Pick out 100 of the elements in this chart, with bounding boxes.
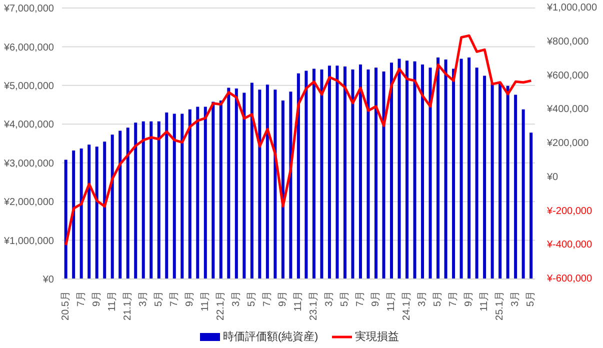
bar [234,88,238,279]
y-tick-label: ¥1,000,000 [2,236,54,247]
y2-tick-label: ¥-200,000 [546,206,592,217]
x-tick-label: 20.5月 [60,291,72,320]
x-tick-label: 24.1月 [402,291,413,320]
bar [157,121,160,279]
bar [498,83,502,279]
bar [406,60,409,279]
x-tick-label: 11月 [293,291,304,312]
bar [490,83,494,279]
bar [80,148,83,279]
y2-tick-label: ¥400,000 [546,104,590,116]
bar [343,66,346,279]
y2-tick-label: ¥0 [546,172,559,183]
bar [142,121,145,279]
bar [351,70,354,279]
x-tick-label: 5月 [153,291,164,307]
bar [258,90,262,279]
x-tick-label: 5月 [246,291,258,307]
bar [483,76,486,279]
bar [110,134,114,279]
x-tick-label: 7月 [76,291,87,307]
bar [320,70,324,279]
x-tick-label: 11月 [479,291,490,312]
line-series [64,34,532,246]
bar [296,73,300,279]
bar [281,100,284,279]
bar [103,142,106,279]
bar [444,59,448,279]
y-tick-label: ¥3,000,000 [2,158,54,170]
bar [126,128,130,279]
x-tick-label: 3月 [138,291,149,307]
x-tick-label: 9月 [464,291,475,307]
y-tick-label: ¥2,000,000 [2,197,54,208]
y2-tick-label: ¥1,000,000 [546,2,598,14]
x-tick-label: 7月 [168,291,180,307]
bar [172,114,176,279]
bar [64,160,68,279]
y-tick-label: ¥0 [42,274,54,286]
x-tick-label: 11月 [386,291,398,312]
y-tick-label: ¥7,000,000 [2,4,54,15]
x-tick-label: 9月 [277,291,288,307]
bar [468,58,471,279]
bar [88,144,91,279]
x-tick-label: 9月 [91,291,102,307]
x-tick-label: 7月 [262,291,273,307]
bar [212,102,215,279]
bar [196,106,200,279]
x-tick-label: 5月 [340,291,351,307]
x-tick-label: 25.1月 [494,291,506,320]
bar [374,68,378,279]
bar [150,121,153,279]
bar [398,58,401,279]
bar [242,92,246,279]
bar [413,61,416,279]
bar [134,122,138,279]
x-tick-label: 7月 [355,291,366,307]
legend-label: 実現損益 [355,330,400,344]
x-tick-label: 3月 [510,291,522,307]
bar [452,68,456,279]
bar [530,132,533,279]
x-tick-label: 21.1月 [122,291,134,320]
x-tick-label: 9月 [184,291,196,307]
bar [522,109,525,279]
x-tick-label: 5月 [526,291,537,307]
bar [390,62,393,279]
bar [72,150,76,279]
bar [428,68,432,279]
bar [460,58,463,279]
x-tick-label: 23.1月 [308,291,320,320]
x-tick-label: 3月 [417,291,428,307]
bar [421,64,424,279]
bar [118,130,122,279]
bar [188,109,192,279]
bar [95,146,98,279]
x-tick-label: 11月 [200,291,211,312]
bar [250,82,254,279]
bar [475,68,478,279]
x-tick-label: 9月 [370,291,382,307]
y-tick-label: ¥5,000,000 [2,80,54,92]
bar [514,94,518,279]
x-tick-label: 11月 [106,291,118,312]
bar [312,68,316,279]
legend-label: 時価評価額(純資産) [222,330,318,344]
y2-tick-label: ¥600,000 [546,70,590,82]
bar [358,64,362,279]
x-tick-label: 5月 [432,291,444,307]
bar [366,70,370,279]
bar [165,112,168,279]
y2-tick-label: ¥200,000 [546,138,590,149]
x-tick-label: 3月 [230,291,242,307]
x-tick-label: 22.1月 [215,291,226,320]
bar [382,71,386,279]
bar [274,90,277,279]
bar [219,100,222,279]
bar [289,92,292,279]
x-tick-label: 3月 [324,291,336,307]
bar [336,66,339,279]
bar [436,58,440,279]
bar [204,106,207,279]
